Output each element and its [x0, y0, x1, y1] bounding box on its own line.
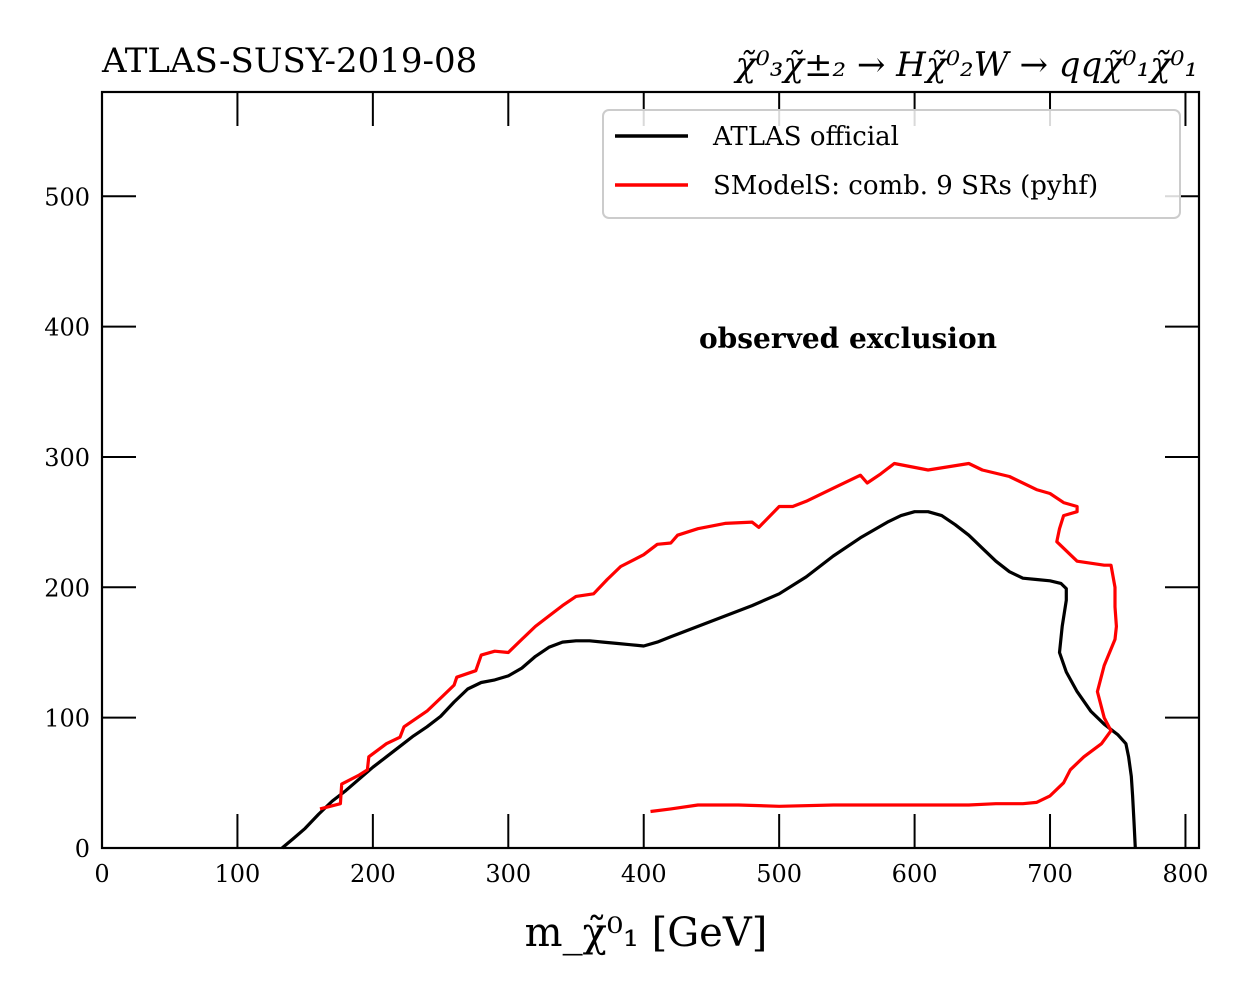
y-tick-label: 0 [75, 835, 90, 863]
x-tick-label: 600 [892, 860, 938, 888]
x-tick-label: 400 [621, 860, 667, 888]
y-tick-label: 400 [44, 314, 90, 342]
legend-box [602, 109, 1181, 219]
y-tick-label: 100 [44, 705, 90, 733]
x-tick-label: 500 [756, 860, 802, 888]
chart-title-right: χ̃⁰₃χ̃±₂ → Hχ̃⁰₂W → qqχ̃⁰₁χ̃⁰₁ [733, 45, 1198, 85]
x-tick-label: 700 [1027, 860, 1073, 888]
x-tick-label: 300 [485, 860, 531, 888]
y-tick-label: 200 [44, 574, 90, 602]
series-layer [281, 461, 1137, 850]
legend-label-atlas: ATLAS official [712, 122, 899, 152]
chart-title-left: ATLAS-SUSY-2019-08 [101, 41, 477, 81]
plot-frame [100, 90, 1201, 850]
x-tick-label: 0 [94, 860, 109, 888]
annotation-observed-exclusion: observed exclusion [699, 322, 997, 355]
series-line-atlas-official [281, 510, 1137, 850]
x-axis-label: m_χ̃⁰₁ [GeV] [525, 910, 768, 956]
x-tick-label: 200 [350, 860, 396, 888]
y-tick-label: 500 [44, 183, 90, 211]
x-tick-label: 100 [215, 860, 261, 888]
legend: ATLAS official SModelS: comb. 9 SRs (pyh… [602, 109, 1181, 219]
legend-label-smodels: SModelS: comb. 9 SRs (pyhf) [713, 171, 1098, 201]
series-line-smodels [319, 461, 1119, 814]
y-tick-label: 300 [44, 444, 90, 472]
tick-labels: 0 100 200 300 400 500 600 700 800 0 100 200 300 400 50… [44, 183, 1208, 888]
x-tick-label: 800 [1163, 860, 1209, 888]
